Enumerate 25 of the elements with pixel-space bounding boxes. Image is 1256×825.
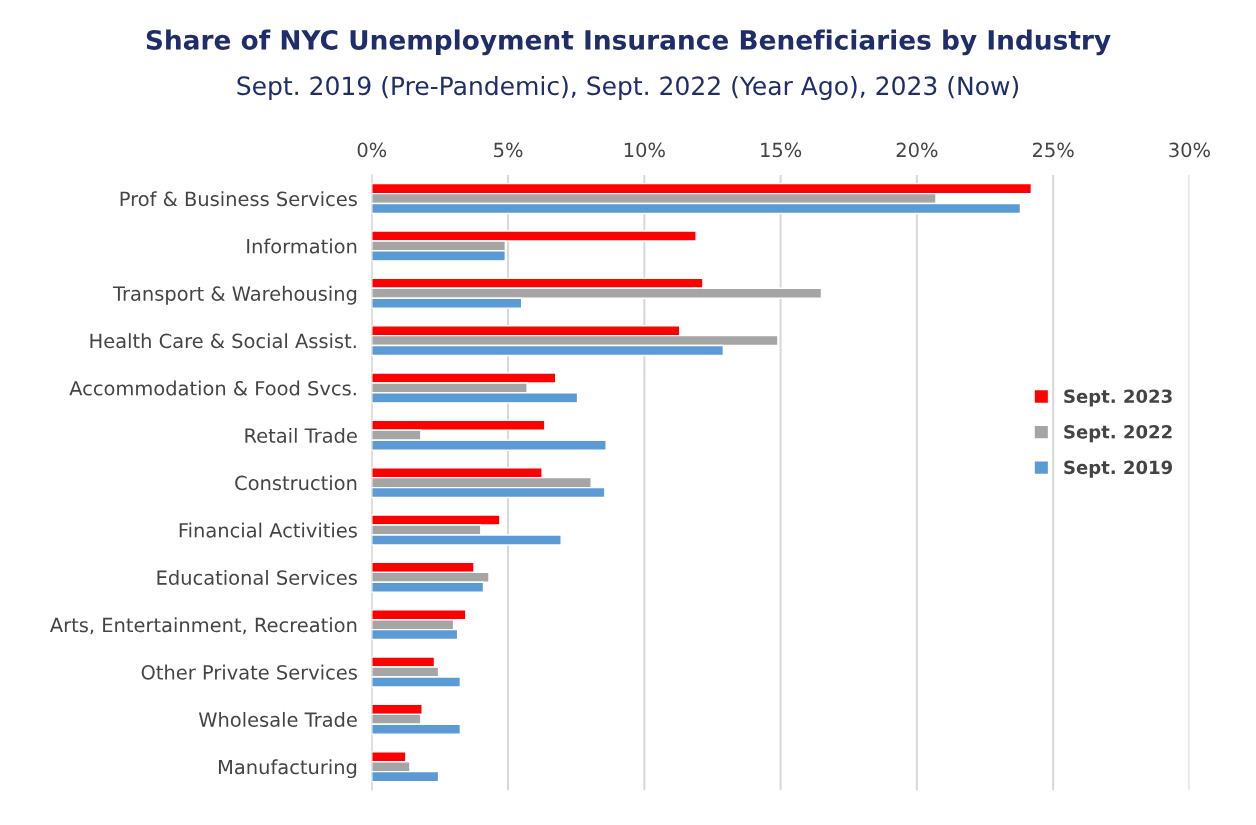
legend-label: Sept. 2023: [1064, 389, 1172, 407]
y-tick-label: Health Care & Social Assist.: [90, 333, 356, 349]
x-tick-label: 25%: [1032, 142, 1074, 158]
chart-subtitle: Sept. 2019 (Pre-Pandemic), Sept. 2022 (Year Ago), 2023 (Now): [237, 75, 1019, 101]
y-tick-label: Retail Trade: [245, 427, 357, 443]
y-tick-label: Arts, Entertainment, Recreation: [50, 617, 357, 635]
y-tick-label: Wholesale Trade: [198, 711, 357, 727]
y-tick-label: Prof & Business Services: [120, 191, 357, 207]
y-tick-label: Financial Activities: [179, 522, 357, 538]
x-tick-label: 15%: [761, 142, 802, 158]
x-tick-label: 30%: [1169, 142, 1210, 158]
y-tick-label: Construction: [235, 475, 357, 491]
legend-label: Sept. 2022: [1064, 424, 1172, 443]
x-tick-label: 0%: [357, 142, 387, 158]
x-tick-label: 5%: [494, 142, 523, 158]
x-tick-label: 20%: [896, 142, 938, 158]
y-tick-label: Educational Services: [157, 569, 357, 585]
legend-label: Sept. 2019: [1064, 460, 1173, 478]
chart-title: Share of NYC Unemployment Insurance Beneficiaries by Industry: [146, 29, 1111, 56]
x-tick-label: 10%: [624, 142, 665, 158]
y-tick-label: Information: [247, 238, 357, 254]
y-tick-label: Manufacturing: [219, 759, 357, 779]
y-tick-label: Accommodation & Food Svcs.: [69, 380, 356, 396]
y-tick-label: Transport & Warehousing: [112, 285, 357, 305]
y-tick-label: Other Private Services: [141, 664, 357, 680]
